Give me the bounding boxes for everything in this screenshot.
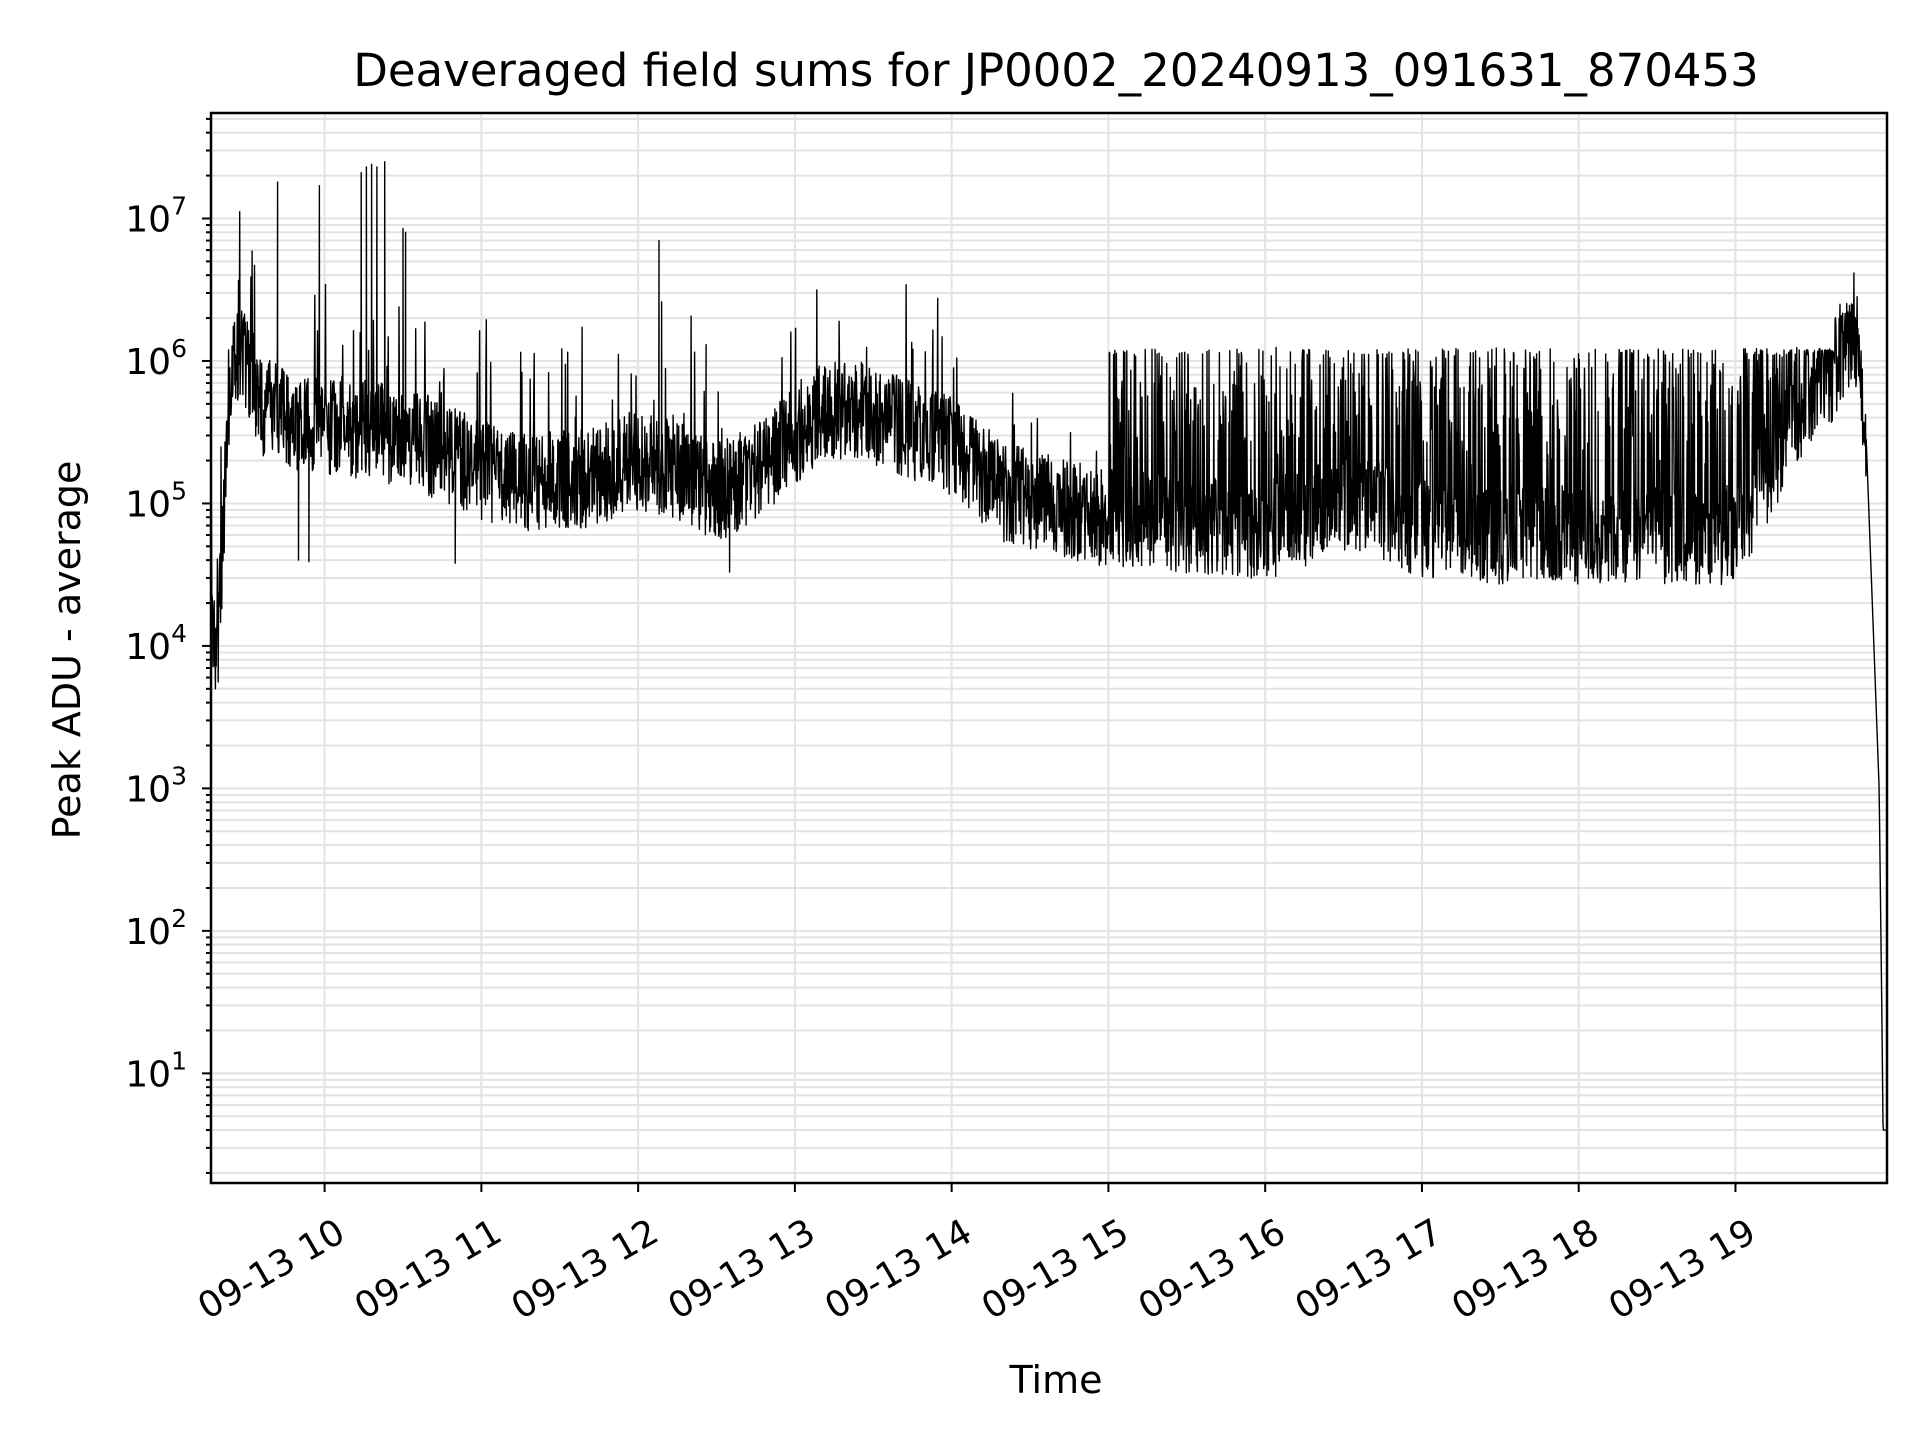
y-tick-label: 101: [125, 1046, 187, 1095]
series-line: [210, 161, 1888, 1131]
x-tick-label: 09-13 11: [348, 1211, 509, 1327]
x-tick-label: 09-13 15: [975, 1211, 1136, 1327]
x-tick-label: 09-13 14: [818, 1211, 979, 1327]
plot-frame: [209, 111, 1889, 1185]
y-tick-label: 102: [125, 904, 187, 953]
x-tick-label: 09-13 17: [1289, 1211, 1450, 1327]
axis-ticks: [202, 117, 1737, 1192]
y-tick-labels: 101 102 103 104 105 106 107: [125, 191, 187, 1095]
y-tick-label: 105: [125, 476, 187, 525]
x-tick-label: 09-13 12: [505, 1211, 666, 1327]
y-tick-label: 103: [125, 761, 187, 810]
y-axis-label: Peak ADU - average: [45, 461, 89, 840]
x-tick-label: 09-13 16: [1132, 1211, 1293, 1327]
x-axis-label: Time: [1009, 1358, 1103, 1402]
y-tick-label: 104: [125, 619, 187, 668]
y-tick-label: 107: [125, 191, 187, 240]
grid: [211, 113, 1887, 1183]
chart-title: Deaveraged field sums for JP0002_2024091…: [353, 44, 1759, 97]
x-tick-label: 09-13 19: [1602, 1211, 1763, 1327]
y-tick-label: 106: [125, 334, 187, 383]
x-tick-label: 09-13 18: [1445, 1211, 1606, 1327]
x-tick-label: 09-13 10: [191, 1211, 352, 1327]
x-tick-label: 09-13 13: [662, 1211, 823, 1327]
series-layer: [210, 161, 1888, 1131]
